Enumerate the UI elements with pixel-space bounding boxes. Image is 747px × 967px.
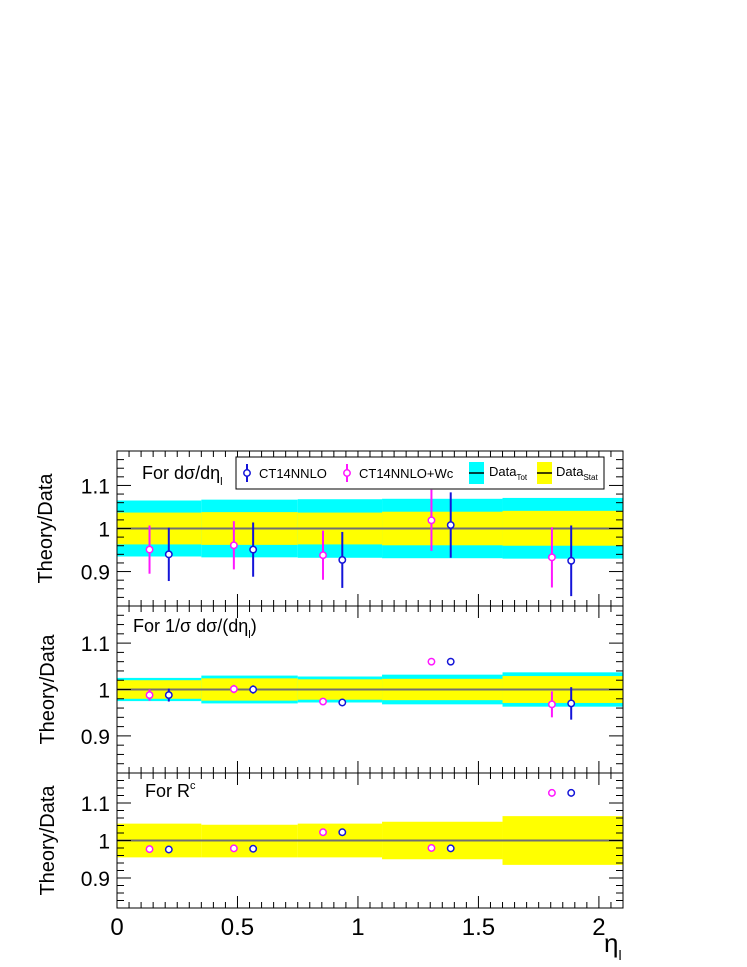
y-tick-label: 1	[98, 831, 110, 854]
data-point	[319, 828, 327, 837]
data-point	[145, 545, 154, 554]
data-point	[338, 555, 347, 564]
legend-label-data-tot: DataTot	[489, 464, 528, 482]
y-tick-label: 1.1	[81, 793, 110, 816]
data-point	[427, 516, 436, 525]
x-tick-label: 1	[351, 914, 364, 941]
data-point	[164, 691, 173, 700]
y-tick-label: 1.1	[81, 475, 110, 498]
data-point	[229, 844, 238, 853]
data-point	[427, 844, 436, 852]
y-tick-label: 1	[98, 680, 110, 703]
data-point	[446, 657, 455, 666]
data-point	[229, 685, 238, 693]
data-point	[567, 788, 576, 797]
legend: CT14NNLO CT14NNLO+Wc DataTot DataStat	[235, 456, 605, 490]
data-point	[145, 845, 154, 854]
data-point	[249, 545, 258, 554]
data-point	[547, 700, 556, 709]
legend-label-data-stat: DataStat	[556, 464, 598, 482]
x-tick-label: 1.5	[462, 914, 495, 941]
data-point	[338, 698, 347, 707]
panel-top: 0.9 1 1.1 Theory/Data For dσ/dηl	[35, 450, 624, 607]
x-axis-label: ηl	[604, 928, 622, 963]
y-axis-label: Theory/Data	[35, 473, 57, 584]
data-point	[164, 845, 173, 854]
y-axis-label: Theory/Data	[37, 634, 59, 745]
x-tick-label: 0	[110, 914, 123, 941]
panel-title: For Rc	[145, 780, 196, 801]
legend-marker-ct14nnlo	[243, 469, 251, 477]
data-point	[547, 788, 556, 797]
data-point	[229, 541, 238, 550]
legend-marker-ct14nnlo-wc	[343, 469, 351, 477]
data-point	[446, 521, 455, 530]
y-tick-label: 0.9	[81, 868, 110, 891]
data-point	[427, 657, 436, 666]
x-tick-label: 0.5	[221, 914, 254, 941]
y-tick-label: 0.9	[81, 726, 110, 749]
data-point	[249, 685, 258, 694]
data-point	[446, 844, 455, 853]
y-tick-label: 1	[98, 519, 110, 542]
data-point	[145, 691, 154, 700]
legend-label-ct14nnlo-wc: CT14NNLO+Wc	[359, 466, 454, 481]
panel-bottom: 0.9 1 1.1 Theory/Data For Rc	[37, 772, 624, 909]
data-point	[319, 551, 327, 560]
y-tick-label: 0.9	[81, 562, 110, 585]
data-point	[249, 844, 258, 853]
data-point	[319, 697, 327, 706]
data-point	[164, 550, 173, 559]
data-point	[338, 828, 347, 837]
panel-middle: 0.9 1 1.1 Theory/Data For 1/σ dσ/(dηl)	[37, 605, 624, 774]
legend-label-ct14nnlo: CT14NNLO	[259, 466, 327, 481]
data-point	[567, 699, 576, 708]
y-axis-label: Theory/Data	[37, 785, 59, 896]
y-tick-label: 1.1	[81, 633, 110, 656]
data-point	[567, 556, 576, 565]
data-point	[547, 553, 556, 562]
panel-title: For 1/σ dσ/(dηl)	[133, 616, 257, 641]
panel-title: For dσ/dηl	[142, 463, 223, 488]
x-tick-label: 2	[592, 914, 605, 941]
